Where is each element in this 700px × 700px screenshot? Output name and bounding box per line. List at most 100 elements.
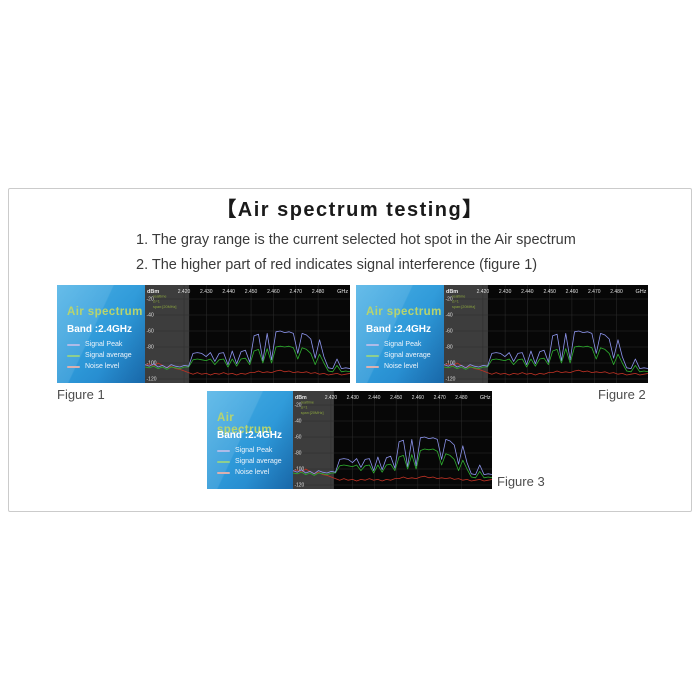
spectrum-chart: dBm GHz 2.420 2.430 2.440 2.450 2.460 2.470 2.48… (292, 391, 492, 489)
svg-text:-60: -60 (146, 329, 153, 335)
svg-text:2.420: 2.420 (476, 289, 489, 295)
legend-item: Signal average (217, 458, 282, 465)
spectrum-chart-area: dBm GHz 2.420 2.430 2.440 2.450 2.460 2.470 2.48… (144, 285, 350, 383)
svg-text:-60: -60 (445, 329, 452, 335)
svg-text:-20: -20 (146, 297, 153, 303)
svg-text:span:[20MHz]: span:[20MHz] (153, 305, 176, 309)
svg-text:2.460: 2.460 (411, 395, 423, 401)
svg-text:2.440: 2.440 (222, 289, 235, 295)
legend-swatch-noise-level (217, 471, 230, 474)
legend-swatch-signal-peak (217, 449, 230, 452)
svg-text:2.450: 2.450 (390, 395, 402, 401)
legend-item: Signal average (366, 352, 431, 359)
svg-text:2.460: 2.460 (267, 289, 280, 295)
legend-label: Signal Peak (235, 447, 273, 454)
svg-text:-40: -40 (146, 313, 153, 319)
legend-item: Noise level (217, 469, 282, 476)
svg-text:2.450: 2.450 (245, 289, 258, 295)
legend-label: Signal average (235, 458, 282, 465)
svg-text:2.470: 2.470 (433, 395, 445, 401)
svg-text:-120: -120 (445, 377, 455, 383)
figure-1-caption: Figure 1 (57, 387, 105, 402)
air-spectrum-panel: Air spectrum Band :2.4GHz Signal Peak Si… (207, 391, 293, 489)
svg-text:2.480: 2.480 (455, 395, 467, 401)
svg-text:2.440: 2.440 (368, 395, 380, 401)
svg-text:2.430: 2.430 (498, 289, 511, 295)
spectrum-chart-area: dBm GHz 2.420 2.430 2.440 2.450 2.460 2.470 2.48… (443, 285, 648, 383)
svg-text:span:[20MHz]: span:[20MHz] (452, 305, 475, 309)
legend: Signal Peak Signal average Noise level (217, 447, 282, 476)
svg-text:-100: -100 (294, 467, 304, 473)
legend-label: Signal average (384, 352, 431, 359)
legend-swatch-signal-peak (366, 343, 379, 346)
svg-text:GHz: GHz (635, 289, 646, 295)
svg-text:2.430: 2.430 (200, 289, 213, 295)
spectrum-chart-area: dBm GHz 2.420 2.430 2.440 2.450 2.460 2.470 2.48… (292, 391, 492, 489)
svg-text:GHz: GHz (479, 395, 490, 401)
svg-text:2.420: 2.420 (324, 395, 336, 401)
svg-text:-60: -60 (294, 435, 301, 441)
legend-swatch-signal-average (67, 354, 80, 357)
svg-text:2.440: 2.440 (521, 289, 534, 295)
figure-1: Air spectrum Band :2.4GHz Signal Peak Si… (57, 285, 350, 383)
figure-2-caption: Figure 2 (598, 387, 646, 402)
legend-swatch-signal-peak (67, 343, 80, 346)
svg-text:-100: -100 (445, 361, 455, 367)
band-label: Band :2.4GHz (217, 430, 283, 441)
air-spectrum-panel: Air spectrum Band :2.4GHz Signal Peak Si… (356, 285, 444, 383)
legend-label: Signal Peak (85, 341, 123, 348)
svg-text:-100: -100 (146, 361, 156, 367)
legend-item: Signal Peak (67, 341, 132, 348)
legend-item: Signal Peak (366, 341, 431, 348)
legend-item: Noise level (366, 363, 431, 370)
legend-label: Signal Peak (384, 341, 422, 348)
svg-text:-80: -80 (445, 345, 452, 351)
svg-text:dBm: dBm (147, 289, 159, 295)
instruction-1: 1. The gray range is the current selecte… (136, 232, 576, 248)
svg-text:2.470: 2.470 (588, 289, 601, 295)
legend-swatch-noise-level (67, 365, 80, 368)
svg-text:realtime: realtime (153, 294, 167, 298)
svg-text:-120: -120 (294, 483, 304, 489)
spectrum-chart: dBm GHz 2.420 2.430 2.440 2.450 2.460 2.470 2.48… (443, 285, 648, 383)
svg-text:dBm: dBm (446, 289, 458, 295)
svg-text:2.460: 2.460 (565, 289, 578, 295)
band-label: Band :2.4GHz (366, 324, 432, 335)
svg-text:-120: -120 (146, 377, 156, 383)
svg-text:-20: -20 (294, 403, 301, 409)
svg-text:2.470: 2.470 (289, 289, 302, 295)
svg-text:-40: -40 (294, 419, 301, 425)
legend: Signal Peak Signal average Noise level (366, 341, 431, 370)
legend-label: Noise level (85, 363, 120, 370)
spectrum-chart: dBm GHz 2.420 2.430 2.440 2.450 2.460 2.470 2.48… (144, 285, 350, 383)
figure-3-caption: Figure 3 (497, 474, 545, 489)
svg-text:realtime: realtime (452, 294, 465, 298)
air-spectrum-panel: Air spectrum Band :2.4GHz Signal Peak Si… (57, 285, 145, 383)
panel-title: Air spectrum (67, 306, 143, 318)
svg-text:2.430: 2.430 (346, 395, 358, 401)
figure-2: Air spectrum Band :2.4GHz Signal Peak Si… (356, 285, 648, 383)
svg-text:-20: -20 (445, 297, 452, 303)
legend-item: Signal average (67, 352, 132, 359)
legend-swatch-noise-level (366, 365, 379, 368)
legend-swatch-signal-average (366, 354, 379, 357)
svg-text:span:[20MHz]: span:[20MHz] (300, 411, 323, 415)
legend-label: Signal average (85, 352, 132, 359)
svg-text:-80: -80 (294, 451, 301, 457)
svg-text:2.480: 2.480 (610, 289, 623, 295)
legend-label: Noise level (384, 363, 419, 370)
svg-text:2.450: 2.450 (543, 289, 556, 295)
svg-text:realtime: realtime (300, 400, 313, 404)
panel-title: Air spectrum (366, 306, 442, 318)
legend-item: Signal Peak (217, 447, 282, 454)
svg-text:-40: -40 (445, 313, 452, 319)
panel-title: Air spectrum (217, 412, 272, 436)
svg-text:2.480: 2.480 (312, 289, 325, 295)
legend: Signal Peak Signal average Noise level (67, 341, 132, 370)
legend-swatch-signal-average (217, 460, 230, 463)
svg-text:2.420: 2.420 (178, 289, 191, 295)
svg-text:dBm: dBm (294, 395, 306, 401)
instruction-2: 2. The higher part of red indicates sign… (136, 257, 538, 273)
svg-text:Δ=1: Δ=1 (300, 406, 307, 410)
